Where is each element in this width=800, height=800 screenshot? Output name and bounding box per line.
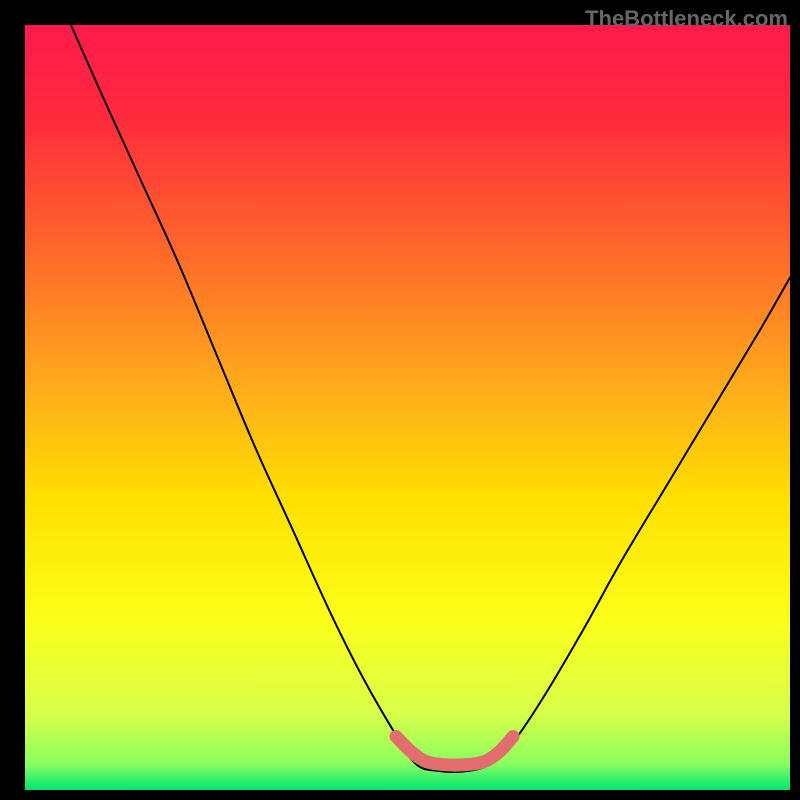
bottleneck-chart: TheBottleneck.com (0, 0, 800, 800)
watermark-text: TheBottleneck.com (585, 6, 788, 32)
gradient-background (25, 25, 790, 790)
chart-svg (0, 0, 800, 800)
